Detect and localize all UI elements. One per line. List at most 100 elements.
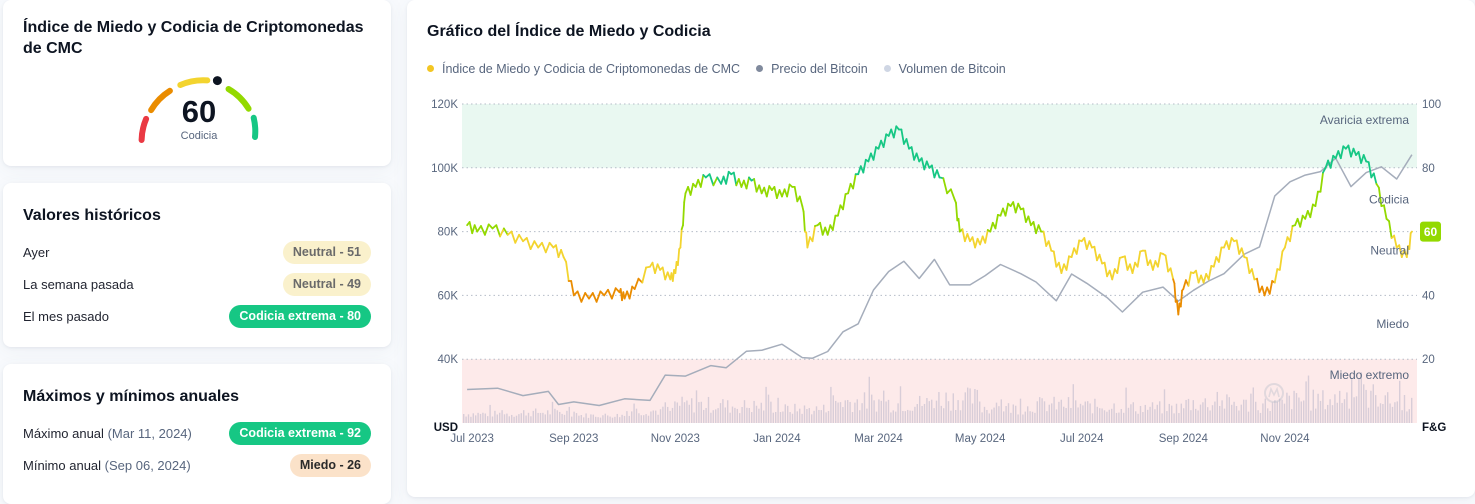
volume-bar bbox=[1017, 414, 1019, 423]
fear-greed-segment bbox=[1393, 234, 1398, 249]
legend-item-btc-price[interactable]: Precio del Bitcoin bbox=[756, 62, 868, 76]
volume-bar bbox=[527, 412, 530, 423]
historical-title: Valores históricos bbox=[23, 207, 161, 224]
volume-bar bbox=[1363, 384, 1365, 423]
volume-bar bbox=[611, 417, 614, 423]
legend-item-btc-volume[interactable]: Volumen de Bitcoin bbox=[883, 62, 1006, 76]
legend-item-fear-greed[interactable]: Índice de Miedo y Codicia de Criptomoned… bbox=[427, 62, 740, 76]
volume-bar bbox=[832, 395, 834, 423]
fear-greed-segment bbox=[793, 185, 799, 203]
volume-bar bbox=[1291, 409, 1293, 423]
volume-bar bbox=[643, 415, 645, 423]
volume-bar bbox=[1271, 402, 1274, 423]
y-tick-label-left: 100K bbox=[431, 163, 458, 175]
fear-greed-segment bbox=[1268, 280, 1274, 295]
volume-bar bbox=[1055, 409, 1058, 423]
volume-bar bbox=[1238, 410, 1240, 423]
volume-bar bbox=[703, 409, 705, 423]
volume-bar bbox=[1173, 413, 1175, 423]
volume-bar bbox=[549, 414, 551, 423]
volume-bar bbox=[964, 392, 966, 423]
fear-greed-segment bbox=[984, 229, 989, 244]
volume-bar bbox=[1106, 411, 1108, 423]
volume-bar bbox=[1372, 384, 1374, 423]
y-tick-label-right: 20 bbox=[1422, 354, 1435, 366]
volume-bar bbox=[508, 416, 510, 423]
volume-bar bbox=[775, 411, 777, 423]
status-badge: Neutral - 51 bbox=[282, 240, 371, 264]
fear-greed-segment bbox=[591, 292, 598, 303]
volume-bar bbox=[1058, 401, 1060, 423]
volume-bar bbox=[477, 412, 479, 423]
volume-bar bbox=[1111, 408, 1113, 423]
volume-bar bbox=[681, 396, 683, 423]
volume-bar bbox=[1319, 400, 1322, 423]
volume-bar bbox=[784, 404, 786, 423]
fear-greed-segment bbox=[1022, 207, 1027, 223]
volume-bar bbox=[1219, 405, 1221, 423]
volume-bar bbox=[1144, 404, 1146, 423]
volume-bar bbox=[482, 412, 484, 423]
volume-bar bbox=[1168, 403, 1170, 423]
volume-bar bbox=[1283, 403, 1286, 423]
volume-bar bbox=[1166, 411, 1168, 423]
volume-bar bbox=[854, 402, 856, 423]
x-tick-label: Jan 2024 bbox=[753, 433, 801, 445]
volume-bar bbox=[971, 403, 974, 423]
chart-title: Gráfico del Índice de Miedo y Codicia bbox=[427, 23, 711, 40]
volume-bar bbox=[1252, 387, 1254, 423]
volume-bar bbox=[551, 401, 554, 423]
volume-bar bbox=[719, 403, 722, 423]
fear-greed-segment bbox=[1144, 249, 1149, 267]
fear-greed-segment bbox=[753, 178, 758, 193]
volume-bar bbox=[1367, 407, 1370, 423]
volume-bar bbox=[1027, 406, 1029, 423]
volume-bars bbox=[463, 372, 1413, 423]
volume-bar bbox=[878, 399, 880, 423]
volume-bar bbox=[679, 405, 681, 423]
history-label: El mes pasado bbox=[23, 308, 109, 324]
volume-bar bbox=[1411, 397, 1413, 423]
yearly-min-date: (Sep 06, 2024) bbox=[104, 457, 191, 473]
volume-bar bbox=[928, 401, 930, 423]
volume-bar bbox=[487, 416, 489, 423]
legend-dot bbox=[756, 65, 764, 72]
fear-greed-segment bbox=[1228, 237, 1233, 251]
volume-bar bbox=[623, 415, 626, 423]
volume-bar bbox=[1075, 400, 1077, 423]
history-row-last-week: La semana pasada Neutral - 49 bbox=[23, 272, 371, 296]
yearly-min-label: Mínimo anual bbox=[23, 457, 102, 473]
volume-bar bbox=[1406, 411, 1408, 423]
volume-bar bbox=[1329, 399, 1331, 423]
volume-bar bbox=[1341, 402, 1343, 423]
volume-bar bbox=[943, 408, 945, 423]
volume-bar bbox=[866, 408, 868, 423]
fear-greed-segment bbox=[801, 205, 805, 213]
fear-greed-segment bbox=[708, 173, 715, 187]
volume-bar bbox=[1005, 406, 1007, 423]
fear-greed-segment bbox=[994, 213, 999, 230]
volume-bar bbox=[1118, 412, 1120, 423]
volume-bar bbox=[1077, 407, 1079, 423]
fear-greed-segment bbox=[584, 292, 590, 300]
volume-bar bbox=[1003, 411, 1005, 423]
fear-greed-segment bbox=[936, 169, 941, 179]
fear-greed-segment bbox=[654, 263, 659, 275]
volume-bar bbox=[537, 412, 539, 423]
volume-bar bbox=[871, 394, 873, 423]
volume-bar bbox=[1036, 401, 1038, 423]
volume-bar bbox=[489, 404, 491, 423]
volume-bar bbox=[835, 400, 837, 423]
volume-bar bbox=[1250, 393, 1252, 423]
volume-bar bbox=[585, 413, 587, 423]
volume-bar bbox=[825, 412, 827, 423]
fear-greed-chart[interactable]: Avaricia extrema Codicia Neutral Miedo Miedo… bbox=[407, 0, 1475, 497]
fear-greed-segment bbox=[842, 193, 847, 211]
fear-greed-segment bbox=[1235, 239, 1241, 255]
volume-bar bbox=[1156, 404, 1158, 423]
fear-greed-segment bbox=[905, 138, 910, 150]
volume-bar bbox=[647, 415, 650, 423]
volume-bar bbox=[765, 386, 767, 423]
volume-bar bbox=[1147, 409, 1149, 423]
y-tick-label-right: 100 bbox=[1422, 99, 1441, 111]
